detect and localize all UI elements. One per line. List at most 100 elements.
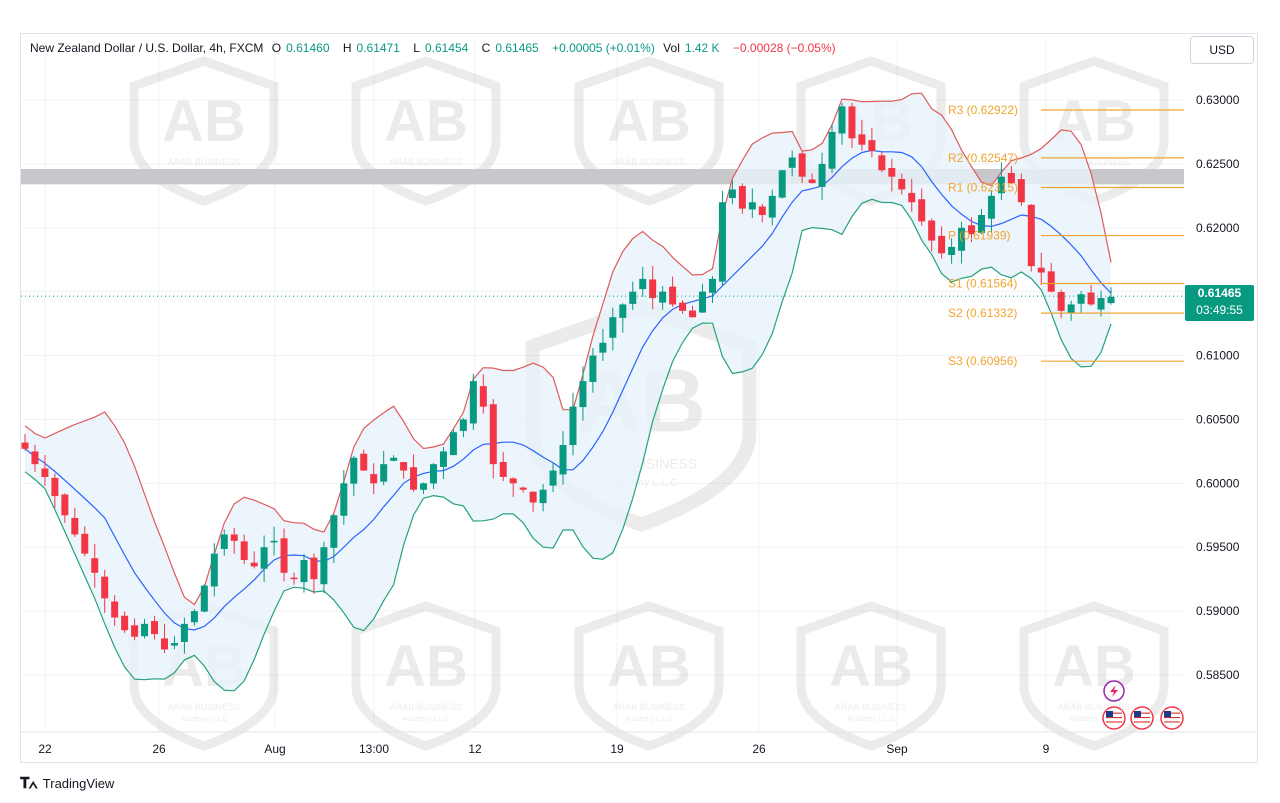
candle-body xyxy=(997,176,1005,194)
candle-body xyxy=(141,623,149,637)
volume-change: −0.00028 (−0.05%) xyxy=(732,41,836,55)
us-flag-icon xyxy=(1102,706,1126,730)
candle-body xyxy=(390,457,398,461)
candle-body xyxy=(838,106,846,134)
candle-body xyxy=(270,540,278,543)
candle-body xyxy=(429,464,437,484)
x-tick-label: 26 xyxy=(752,742,766,756)
watermark-line2: Academy L.L.C xyxy=(180,716,228,723)
candle-body xyxy=(987,195,995,219)
candle-body xyxy=(758,206,766,215)
low-label: L xyxy=(413,41,420,55)
watermark-monogram: AB xyxy=(829,634,913,699)
tradingview-icon: 𝐓∧ xyxy=(20,775,38,792)
candle-body xyxy=(888,167,896,177)
volume-value: 1.42 K xyxy=(684,41,720,55)
x-tick-label: 22 xyxy=(38,742,52,756)
watermark-line1: ARAB BUSINESS xyxy=(390,157,463,167)
candle-body xyxy=(170,643,178,646)
y-tick-label: 0.60500 xyxy=(1196,412,1240,426)
tradingview-logo[interactable]: 𝐓∧ TradingView xyxy=(20,775,114,792)
bollinger-band-fill xyxy=(25,93,1111,691)
candle-body xyxy=(898,178,906,190)
candle-body xyxy=(190,611,198,623)
watermark-monogram: AB xyxy=(162,89,246,154)
candle-body xyxy=(808,179,816,184)
candle-body xyxy=(111,601,119,618)
candle-body xyxy=(539,489,547,504)
candle-body xyxy=(121,615,129,631)
candle-body xyxy=(559,445,567,475)
watermark-logo: AB ARAB BUSINESS Academy L.L.C xyxy=(351,601,501,751)
candle-body xyxy=(160,638,168,650)
candle-body xyxy=(220,534,228,549)
candle-body xyxy=(61,494,69,516)
candle-body xyxy=(91,558,99,573)
y-tick-label: 0.59500 xyxy=(1196,540,1240,554)
bollinger-upper xyxy=(24,92,1112,606)
candle-body xyxy=(41,468,49,477)
shield-icon xyxy=(796,601,946,751)
candle-body xyxy=(649,279,657,299)
candle-body xyxy=(1037,267,1045,273)
y-tick-label: 0.62000 xyxy=(1196,221,1240,235)
candle-body xyxy=(948,246,956,256)
watermark-line2: Academy L.L.C xyxy=(625,716,673,723)
bar-countdown: 03:49:55 xyxy=(1196,303,1243,317)
candle-body xyxy=(848,106,856,139)
candle-body xyxy=(788,157,796,168)
watermark-line2: Academy L.L.C xyxy=(847,716,895,723)
candle-body xyxy=(818,163,826,187)
chart-header: New Zealand Dollar / U.S. Dollar, 4h, FX… xyxy=(30,41,841,55)
candle-body xyxy=(380,464,388,482)
candlestick-chart[interactable]: AB ARAB BUSINESS Academy L.L.C AB ARAB BUSIN… xyxy=(21,34,1257,762)
high-value: 0.61471 xyxy=(356,41,400,55)
shield-icon xyxy=(1019,601,1169,751)
candle-body xyxy=(977,215,985,234)
watermark-monogram: AB xyxy=(607,89,691,154)
pivot-label: R2 (0.62547) xyxy=(948,151,1018,165)
candle-body xyxy=(529,491,537,503)
candle-body xyxy=(180,623,188,643)
candle-body xyxy=(519,487,527,490)
y-tick-label: 0.63000 xyxy=(1196,93,1240,107)
candle-body xyxy=(828,131,836,169)
watermark-line1: ARAB BUSINESS xyxy=(390,702,463,712)
candle-body xyxy=(101,576,109,599)
pivot-label: S3 (0.60956) xyxy=(948,354,1017,368)
candle-body xyxy=(499,461,507,477)
open-value: 0.61460 xyxy=(286,41,330,55)
candle-body xyxy=(1007,172,1015,184)
currency-button[interactable]: USD xyxy=(1190,36,1254,64)
candle-body xyxy=(589,355,597,382)
shield-icon xyxy=(351,56,501,206)
watermark-monogram: AB xyxy=(384,634,468,699)
x-tick-label: Sep xyxy=(886,742,908,756)
candle-body xyxy=(659,291,667,303)
x-tick-label: Aug xyxy=(264,742,285,756)
candle-body xyxy=(469,381,477,424)
candle-body xyxy=(310,557,318,580)
x-tick-label: 12 xyxy=(468,742,482,756)
candle-body xyxy=(449,432,457,456)
x-tick-label: 26 xyxy=(152,742,166,756)
candle-body xyxy=(699,291,707,313)
candle-body xyxy=(420,483,428,490)
watermark-line2: Academy L.L.C xyxy=(1070,716,1118,723)
candle-body xyxy=(250,562,258,567)
watermark-line2: Academy L.L.C xyxy=(402,716,450,723)
candle-body xyxy=(878,155,886,171)
vol-label: Vol xyxy=(663,41,680,55)
tradingview-label: TradingView xyxy=(42,776,115,791)
candle-body xyxy=(479,386,487,407)
pivot-label: S2 (0.61332) xyxy=(948,306,1017,320)
candle-body xyxy=(908,192,916,203)
watermark-monogram: AB xyxy=(384,89,468,154)
candle-body xyxy=(330,515,338,548)
y-tick-label: 0.59000 xyxy=(1196,604,1240,618)
us-flag-icon xyxy=(1130,706,1154,730)
candle-body xyxy=(619,304,627,318)
candle-body xyxy=(439,451,447,467)
